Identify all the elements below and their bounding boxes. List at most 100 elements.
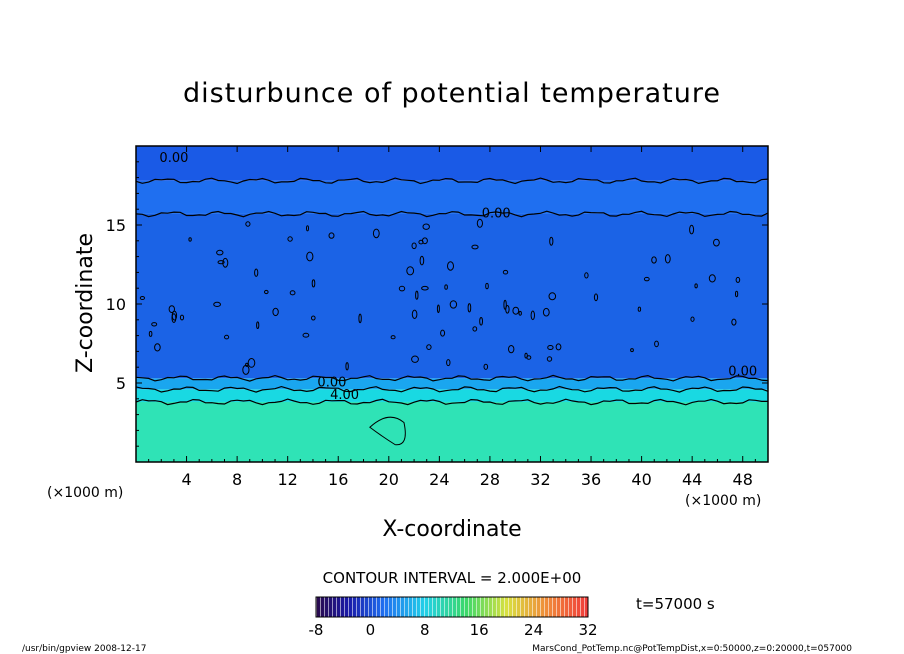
contour-blob <box>503 299 507 310</box>
contour-label-1: 0.00 <box>482 206 511 221</box>
contour-blob <box>242 364 250 375</box>
contour-blob <box>171 313 177 324</box>
x-tick-label: 4 <box>181 470 191 489</box>
colorbar-frame <box>315 596 589 618</box>
contour-blob <box>530 310 535 321</box>
contour-blob <box>411 309 418 319</box>
contour-line-1 <box>135 385 769 393</box>
contour-label-2: 0.00 <box>317 375 346 390</box>
contour-blob <box>421 285 429 291</box>
contour-blob <box>224 334 230 340</box>
contour-label-4: 0.00 <box>728 364 757 379</box>
colorbar-tick-label: -8 <box>309 621 324 639</box>
band-3 <box>136 213 768 379</box>
contour-blob <box>245 221 251 227</box>
contour-closed <box>369 416 406 446</box>
contour-blob <box>689 224 695 235</box>
contour-blob <box>713 238 720 247</box>
contour-blob <box>216 249 224 256</box>
contour-blob <box>151 322 158 327</box>
colorbar-tick-label: 32 <box>578 621 597 639</box>
contour-blob <box>444 284 448 290</box>
contour-blob <box>372 228 380 239</box>
contour-blob <box>302 332 310 338</box>
contour-blob <box>411 355 419 363</box>
contour-blob <box>256 321 260 330</box>
contour-blob <box>542 307 550 317</box>
contour-blob <box>328 232 335 239</box>
contour-blob <box>168 305 176 314</box>
contour-blob <box>426 344 432 351</box>
contour-blob <box>735 290 739 298</box>
y-axis-ticks: 5 10 15 <box>106 161 768 447</box>
contour-blob <box>287 236 293 242</box>
contour-blob <box>690 316 695 322</box>
contour-lines <box>135 177 769 446</box>
contour-blob <box>222 257 229 268</box>
contour-blob <box>502 269 509 275</box>
band-5 <box>136 146 768 181</box>
contour-blob <box>306 225 309 232</box>
contour-label-3: 4.00 <box>330 388 359 403</box>
contour-blob <box>479 317 484 326</box>
contour-blob <box>264 289 269 295</box>
contour-interval: CONTOUR INTERVAL = 2.000E+00 <box>323 569 582 587</box>
contour-blob <box>247 358 256 368</box>
x-tick-label: 12 <box>278 470 298 489</box>
x-tick-label: 28 <box>480 470 500 489</box>
time-label: t=57000 s <box>636 595 715 613</box>
contour-blob <box>245 362 249 367</box>
contour-blob <box>549 236 554 246</box>
contour-blob <box>419 255 425 266</box>
contour-blob <box>306 251 314 262</box>
contour-blob <box>508 345 515 354</box>
contour-blob <box>272 307 279 317</box>
contour-blob <box>637 306 642 312</box>
contour-blob <box>555 343 562 351</box>
contour-blob <box>694 283 698 289</box>
contour-blob <box>708 274 716 283</box>
contour-blob <box>630 348 634 353</box>
contour-blob <box>472 326 478 332</box>
contour-blob <box>345 362 349 371</box>
contour-blob <box>447 261 454 271</box>
colorbar-tick-label: 0 <box>366 621 376 639</box>
contour-blob <box>446 359 451 367</box>
x-tick-label: 8 <box>232 470 242 489</box>
contour-blob <box>390 335 396 340</box>
x-axis-ticks: 4 8 12 16 20 24 28 32 36 40 44 48 <box>148 146 756 489</box>
contour-blob <box>254 268 259 277</box>
contour-blob <box>311 315 316 321</box>
contour-blob <box>358 313 362 324</box>
contour-blob <box>406 266 415 276</box>
contour-blob <box>735 276 741 283</box>
x-tick-label: 44 <box>682 470 702 489</box>
contour-blob <box>483 363 489 370</box>
plot-area <box>136 146 768 462</box>
x-axis-label: X-coordinate <box>382 517 521 542</box>
contour-blob <box>476 218 483 228</box>
x-tick-label: 48 <box>733 470 753 489</box>
contour-blob <box>213 301 222 307</box>
contour-blob <box>311 279 316 288</box>
contour-blob <box>547 345 554 350</box>
contour-blob <box>415 290 419 300</box>
contour-line-4 <box>135 177 769 185</box>
contour-label-0: 0.00 <box>159 151 188 166</box>
contour-blob <box>654 340 659 348</box>
footer-left: /usr/bin/gpview 2008-12-17 <box>22 644 146 654</box>
contour-blob <box>422 223 430 230</box>
contour-blob <box>188 237 192 242</box>
footer-right: MarsCond_PotTemp.nc@PotTempDist,x=0:5000… <box>532 644 852 654</box>
contour-blob <box>518 310 522 316</box>
y-unit-label: (×1000 m) <box>685 493 761 509</box>
x-tick-label: 40 <box>631 470 651 489</box>
band-2 <box>136 378 768 390</box>
x-tick-label: 32 <box>530 470 550 489</box>
x-tick-label: 36 <box>581 470 601 489</box>
x-tick-label: 16 <box>328 470 348 489</box>
contour-blob <box>154 343 161 352</box>
contour-blob <box>546 356 553 362</box>
contour-blob <box>512 306 520 315</box>
contour-blob <box>467 303 472 313</box>
